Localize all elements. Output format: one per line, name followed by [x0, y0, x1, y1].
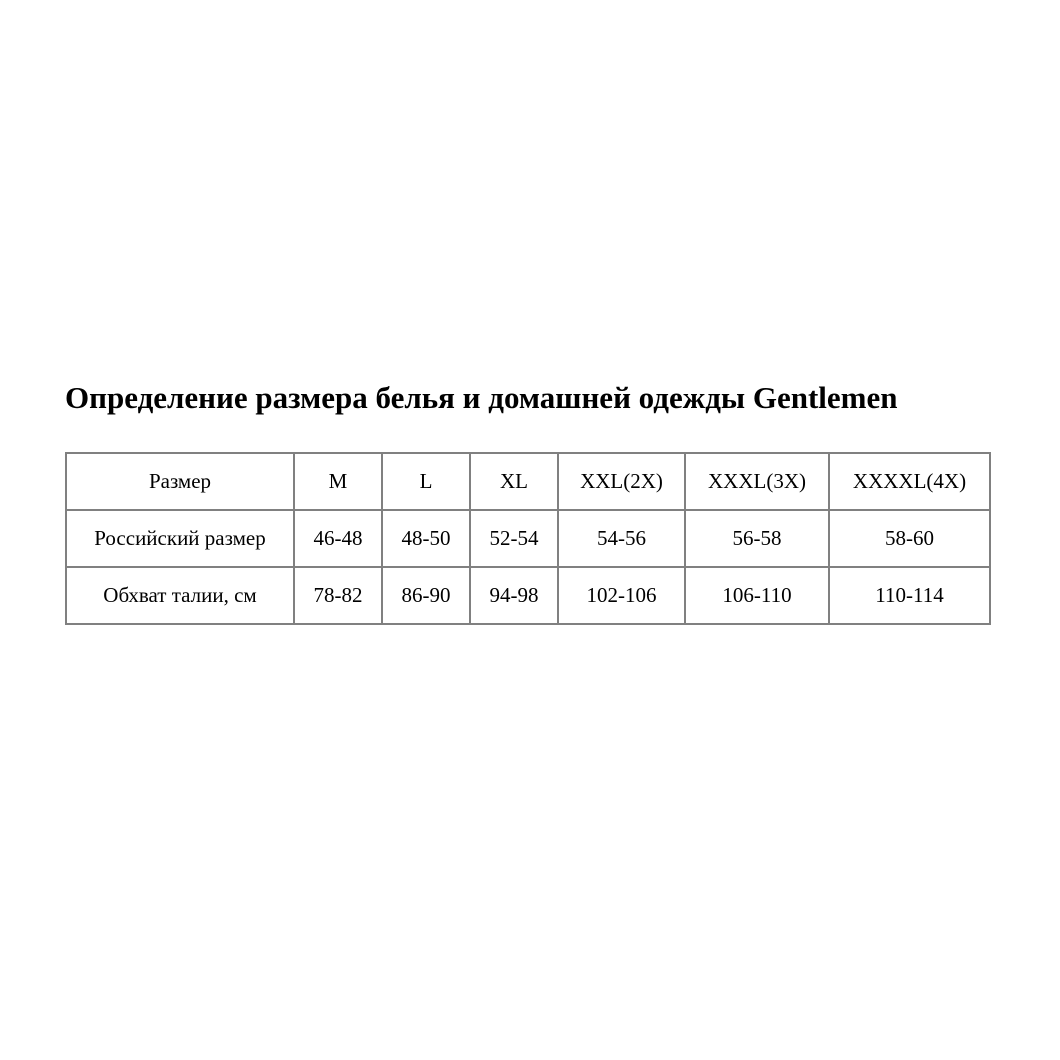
table-cell: 58-60 [828, 509, 991, 568]
header-row: Размер M L XL XXL(2X) XXXL(3X) XXXXL(4X) [65, 452, 991, 511]
table-cell: 46-48 [293, 509, 383, 568]
table-cell: 52-54 [469, 509, 559, 568]
table-cell: M [293, 452, 383, 511]
table-cell: 110-114 [828, 566, 991, 625]
row-label-cell: Размер [65, 452, 295, 511]
table-cell: 94-98 [469, 566, 559, 625]
waist-row: Обхват талии, см 78-82 86-90 94-98 102-106 10… [65, 566, 991, 625]
page-title: Определение размера белья и домашней оде… [65, 380, 898, 415]
table-cell: XXL(2X) [557, 452, 686, 511]
size-table: Размер M L XL XXL(2X) XXXL(3X) XXXXL(4X) Россий… [65, 452, 991, 625]
table-cell: XXXXL(4X) [828, 452, 991, 511]
table-cell: 78-82 [293, 566, 383, 625]
russian-size-row: Российский размер 46-48 48-50 52-54 54-56 56-… [65, 509, 991, 568]
table-cell: XXXL(3X) [684, 452, 830, 511]
table-cell: 86-90 [381, 566, 471, 625]
table-cell: 54-56 [557, 509, 686, 568]
row-label-cell: Российский размер [65, 509, 295, 568]
table-cell: 106-110 [684, 566, 830, 625]
row-label-cell: Обхват талии, см [65, 566, 295, 625]
table-cell: 48-50 [381, 509, 471, 568]
table-cell: XL [469, 452, 559, 511]
table-cell: L [381, 452, 471, 511]
table-cell: 56-58 [684, 509, 830, 568]
table-cell: 102-106 [557, 566, 686, 625]
